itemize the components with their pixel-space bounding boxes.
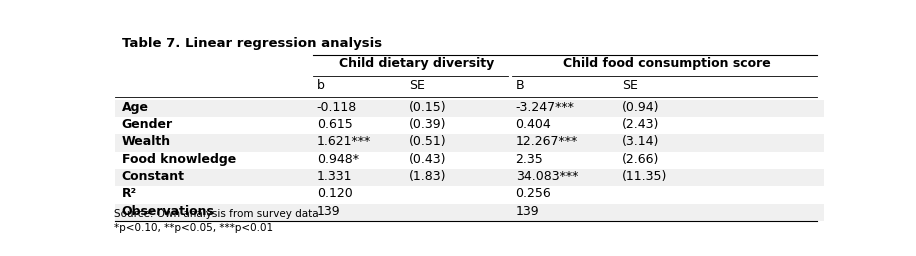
Text: (0.15): (0.15) bbox=[409, 101, 447, 114]
Text: Gender: Gender bbox=[122, 118, 173, 131]
Text: Observations: Observations bbox=[122, 205, 214, 218]
Text: Source: Own analysis from survey data: Source: Own analysis from survey data bbox=[114, 209, 319, 219]
Text: 0.615: 0.615 bbox=[317, 118, 353, 131]
Text: 139: 139 bbox=[317, 205, 341, 218]
Text: (0.51): (0.51) bbox=[409, 135, 447, 148]
Text: 0.256: 0.256 bbox=[516, 187, 551, 200]
Text: Child dietary diversity: Child dietary diversity bbox=[339, 57, 494, 70]
Text: Child food consumption score: Child food consumption score bbox=[562, 57, 770, 70]
FancyBboxPatch shape bbox=[114, 152, 824, 169]
Text: *p<0.10, **p<0.05, ***p<0.01: *p<0.10, **p<0.05, ***p<0.01 bbox=[114, 223, 274, 233]
Text: SE: SE bbox=[622, 79, 638, 92]
Text: (1.83): (1.83) bbox=[409, 170, 447, 183]
Text: B: B bbox=[516, 79, 524, 92]
Text: (2.66): (2.66) bbox=[622, 153, 660, 166]
FancyBboxPatch shape bbox=[114, 169, 824, 186]
Text: (0.94): (0.94) bbox=[622, 101, 660, 114]
Text: (11.35): (11.35) bbox=[622, 170, 668, 183]
Text: 1.331: 1.331 bbox=[317, 170, 353, 183]
Text: -0.118: -0.118 bbox=[317, 101, 357, 114]
Text: 0.948*: 0.948* bbox=[317, 153, 359, 166]
Text: Food knowledge: Food knowledge bbox=[122, 153, 235, 166]
FancyBboxPatch shape bbox=[114, 117, 824, 134]
Text: R²: R² bbox=[122, 187, 136, 200]
Text: 0.120: 0.120 bbox=[317, 187, 353, 200]
Text: (2.43): (2.43) bbox=[622, 118, 660, 131]
FancyBboxPatch shape bbox=[114, 134, 824, 152]
Text: b: b bbox=[317, 79, 324, 92]
Text: (0.39): (0.39) bbox=[409, 118, 447, 131]
Text: 12.267***: 12.267*** bbox=[516, 135, 578, 148]
Text: 2.35: 2.35 bbox=[516, 153, 543, 166]
Text: 0.404: 0.404 bbox=[516, 118, 551, 131]
Text: (3.14): (3.14) bbox=[622, 135, 660, 148]
Text: Constant: Constant bbox=[122, 170, 185, 183]
FancyBboxPatch shape bbox=[114, 186, 824, 204]
Text: 139: 139 bbox=[516, 205, 540, 218]
Text: (0.43): (0.43) bbox=[409, 153, 447, 166]
Text: Age: Age bbox=[122, 101, 148, 114]
FancyBboxPatch shape bbox=[114, 100, 824, 117]
FancyBboxPatch shape bbox=[114, 204, 824, 221]
Text: 1.621***: 1.621*** bbox=[317, 135, 371, 148]
Text: -3.247***: -3.247*** bbox=[516, 101, 574, 114]
Text: Table 7. Linear regression analysis: Table 7. Linear regression analysis bbox=[122, 37, 382, 50]
Text: Wealth: Wealth bbox=[122, 135, 170, 148]
Text: 34.083***: 34.083*** bbox=[516, 170, 578, 183]
Text: SE: SE bbox=[409, 79, 425, 92]
